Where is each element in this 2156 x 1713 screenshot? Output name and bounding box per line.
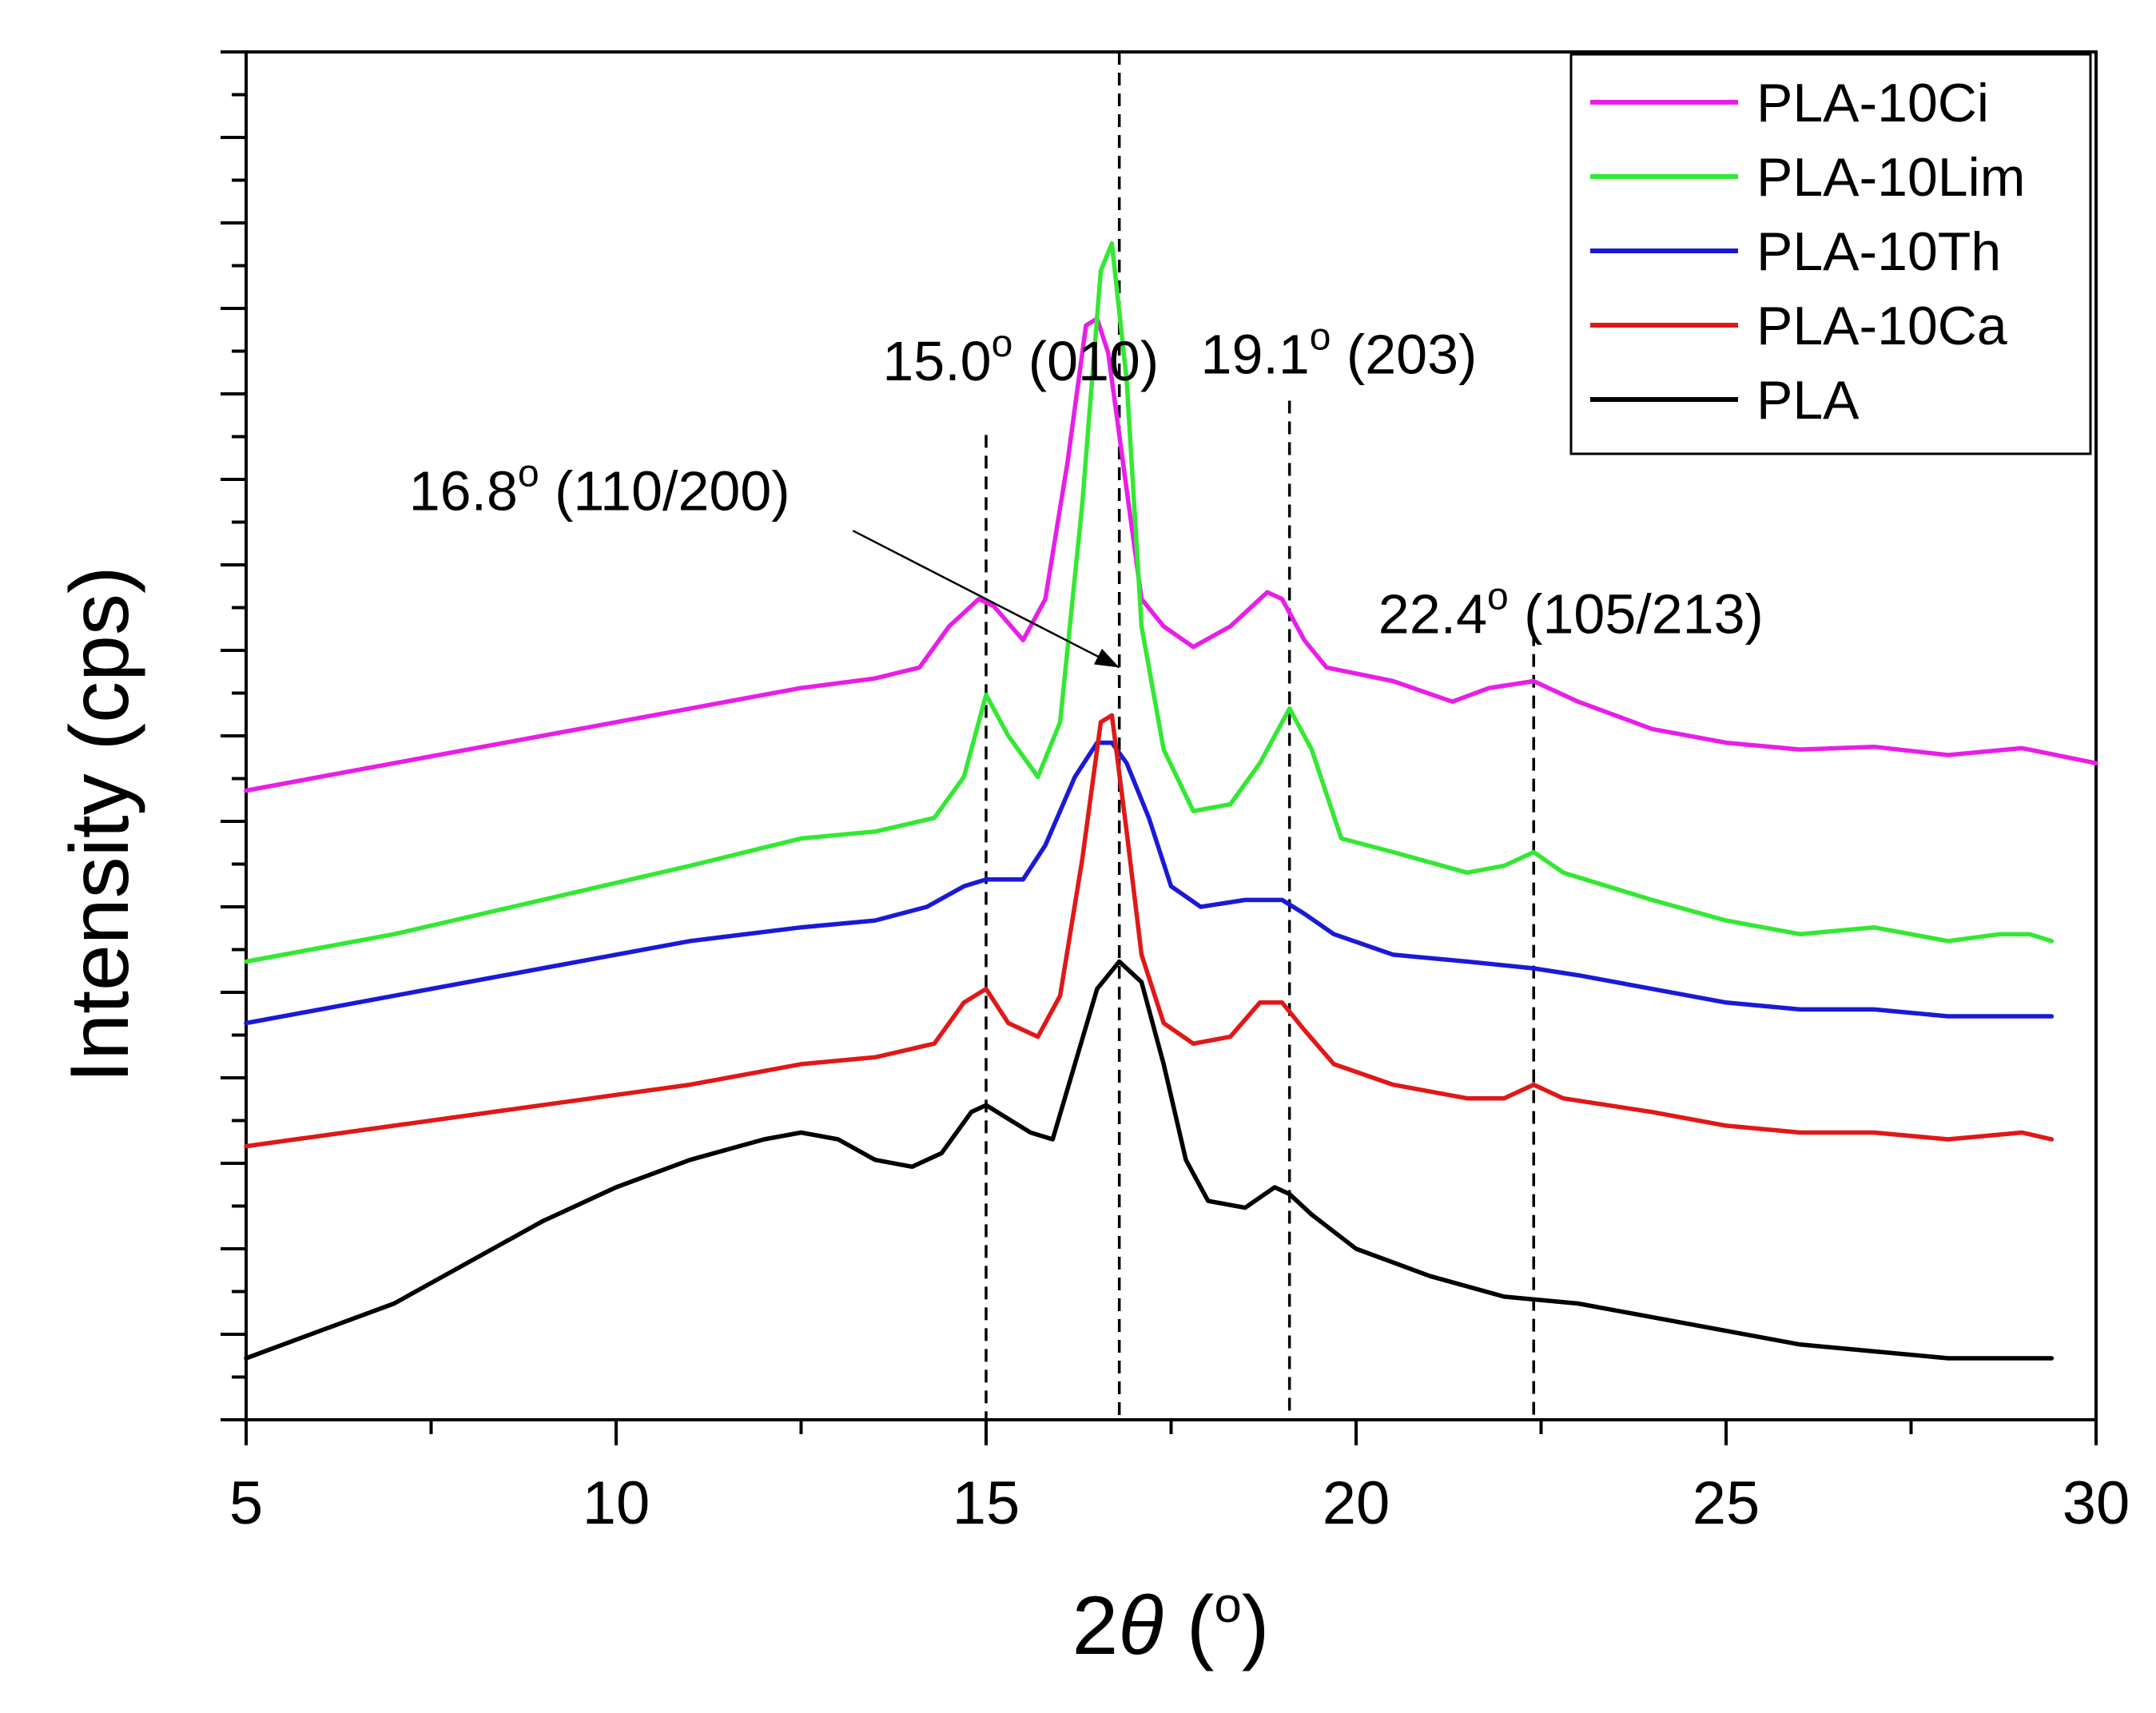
annotation-peak-22-4: 22.4o (105/213) xyxy=(1378,576,1764,646)
x-tick-label: 5 xyxy=(229,1469,263,1537)
x-axis-title-close: ) xyxy=(1242,1580,1270,1672)
annotations: 15.0o (010) 16.8o (110/200) 19.1o (203) 22.… xyxy=(409,316,1764,669)
x-tick-label: 30 xyxy=(2063,1469,2130,1537)
x-axis-title-open: ( xyxy=(1164,1580,1215,1672)
legend-label-pla-10ca: PLA-10Ca xyxy=(1756,296,2007,356)
series-line-pla-10ci xyxy=(244,316,2098,793)
x-axis-title-unit: o xyxy=(1214,1578,1241,1633)
series-line-pla-10lim xyxy=(244,240,2055,964)
annotation-peak-19-1: 19.1o (203) xyxy=(1201,316,1478,385)
x-tick-label: 15 xyxy=(953,1469,1020,1537)
legend-label-pla: PLA xyxy=(1756,370,1860,431)
annotation-peak-15: 15.0o (010) xyxy=(882,323,1159,392)
x-axis-title-prefix: 2 xyxy=(1072,1580,1119,1672)
legend: PLA-10Ci PLA-10Lim PLA-10Th PLA-10Ca PLA xyxy=(1569,53,2092,455)
annotation-arrow-head xyxy=(1094,648,1120,668)
x-axis-ticks: 5 10 15 20 25 30 xyxy=(229,1420,2130,1537)
legend-label-pla-10lim: PLA-10Lim xyxy=(1756,147,2025,208)
y-axis-ticks xyxy=(221,50,246,1421)
series-layer xyxy=(244,240,2098,1361)
x-tick-label: 10 xyxy=(583,1469,650,1537)
legend-box xyxy=(1569,53,2092,455)
y-axis-title: Intensity (cps) xyxy=(54,566,146,1083)
legend-label-pla-10ci: PLA-10Ci xyxy=(1756,73,1989,133)
series-line-pla xyxy=(244,959,2055,1361)
series-line-pla-10ca xyxy=(244,713,2055,1149)
x-tick-label: 25 xyxy=(1693,1469,1760,1537)
x-tick-label: 20 xyxy=(1323,1469,1390,1537)
annotation-peak-16-8: 16.8o (110/200) xyxy=(409,453,790,523)
x-axis-title-symbol: θ xyxy=(1118,1580,1163,1672)
series-line-pla-10th xyxy=(244,740,2055,1026)
x-axis-title: 2θ (o) xyxy=(1072,1578,1270,1672)
reference-lines xyxy=(985,52,1535,1420)
legend-label-pla-10th: PLA-10Th xyxy=(1756,221,2001,282)
annotation-arrow-line xyxy=(852,530,1120,669)
